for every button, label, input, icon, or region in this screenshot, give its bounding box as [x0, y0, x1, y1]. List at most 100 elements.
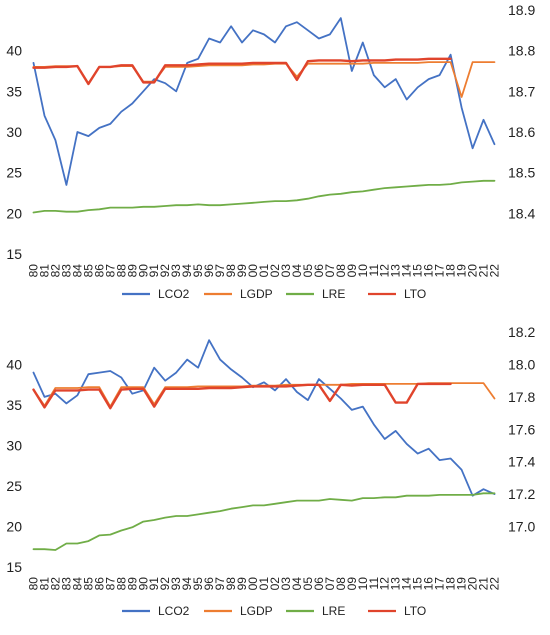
x-axis-tick-label: 82: [48, 264, 62, 278]
right-axis-tick-label: 17.6: [508, 421, 535, 437]
x-axis-tick-label: 02: [268, 577, 282, 591]
x-axis-tick-label: 81: [37, 577, 51, 591]
x-axis-tick-label: 90: [136, 577, 150, 591]
x-axis-tick-label: 97: [213, 264, 227, 278]
left-axis-tick-label: 40: [6, 357, 22, 373]
x-axis-tick-label: 83: [59, 577, 73, 591]
x-axis-tick-label: 85: [81, 264, 95, 278]
x-axis-tick-label: 87: [103, 577, 117, 591]
right-axis-tick-label: 17.0: [508, 519, 535, 535]
x-axis-tick-label: 11: [367, 264, 381, 277]
x-axis-tick-label: 97: [213, 577, 227, 591]
x-axis-tick-label: 14: [400, 577, 414, 591]
x-axis-tick-label: 91: [147, 577, 161, 591]
legend-label-lre: LRE: [322, 604, 345, 618]
x-axis-tick-label: 16: [422, 577, 436, 591]
x-axis-tick-label: 20: [466, 264, 480, 278]
right-axis-tick-label: 18.7: [508, 83, 535, 99]
right-axis-tick-label: 18.6: [508, 124, 535, 140]
x-axis-tick-label: 89: [125, 577, 139, 591]
legend-label-lto: LTO: [404, 287, 426, 301]
x-axis-tick-label: 80: [26, 577, 40, 591]
x-axis-tick-label: 02: [268, 264, 282, 278]
x-axis-tick-label: 11: [367, 577, 381, 590]
x-axis-tick-label: 14: [400, 264, 414, 278]
x-axis-tick-label: 00: [246, 264, 260, 278]
x-axis-tick-label: 19: [455, 577, 469, 591]
left-axis-tick-label: 30: [6, 438, 22, 454]
x-axis-tick-label: 99: [235, 264, 249, 278]
x-axis-tick-label: 10: [356, 577, 370, 591]
left-axis-tick-label: 35: [6, 397, 22, 413]
left-axis-tick-label: 35: [6, 83, 22, 99]
x-axis-tick-label: 20: [466, 577, 480, 591]
x-axis-tick-label: 91: [147, 264, 161, 278]
right-axis-tick-label: 18.0: [508, 357, 535, 373]
series-line-lto: [32, 57, 452, 86]
x-axis-tick-label: 90: [136, 264, 150, 278]
x-axis-tick-label: 05: [301, 264, 315, 278]
x-axis-tick-label: 05: [301, 577, 315, 591]
left-axis-tick-label: 20: [6, 519, 22, 535]
legend: LCO2 LGDP LRE LTO: [122, 287, 426, 301]
right-axis-tick-label: 17.4: [508, 454, 535, 470]
right-axis-tick-label: 18.4: [508, 205, 535, 221]
series-line-lre: [32, 492, 496, 551]
right-axis-tick-label: 18.9: [508, 2, 535, 18]
x-axis-tick-label: 84: [70, 264, 84, 278]
x-axis-tick-label: 07: [323, 577, 337, 591]
x-axis-tick-label: 88: [114, 264, 128, 278]
chart-panel-2: 15 20 25 30 35 40 17.0 17.2 17.4 17.6 17.8 18.0 18.2…: [6, 324, 535, 618]
x-axis-tick-label: 87: [103, 264, 117, 278]
chart-panel-1: 15 20 25 30 35 40 18.4 18.5 18.6 18.7 18.8 18.9 8081…: [6, 2, 535, 301]
x-axis-tick-label: 84: [70, 577, 84, 591]
left-axis-tick-label: 40: [6, 43, 22, 59]
x-axis-tick-label: 03: [279, 264, 293, 278]
x-axis-tick-label: 10: [356, 264, 370, 278]
x-axis-tick-label: 89: [125, 264, 139, 278]
legend-label-lco2: LCO2: [158, 287, 190, 301]
x-axis-tick-label: 82: [48, 577, 62, 591]
x-axis-tick-label: 08: [334, 577, 348, 591]
x-axis-tick-label: 03: [279, 577, 293, 591]
series-line-lco2: [32, 339, 496, 497]
x-axis-tick-label: 04: [290, 264, 304, 278]
left-axis-tick-label: 25: [6, 165, 22, 181]
x-axis-tick-label: 13: [389, 577, 403, 591]
x-axis-tick-label: 01: [257, 264, 271, 278]
x-axis-tick-label: 18: [444, 264, 458, 278]
series-line-lco2: [32, 17, 496, 186]
series-line-lre: [32, 179, 496, 214]
x-axis-tick-label: 17: [433, 264, 447, 278]
legend-label-lre: LRE: [322, 287, 345, 301]
x-axis-tick-label: 99: [235, 577, 249, 591]
x-axis-tick-label: 22: [488, 577, 502, 591]
x-axis-tick-label: 93: [169, 264, 183, 278]
x-axis-tick-label: 80: [26, 264, 40, 278]
x-axis-tick-label: 98: [224, 577, 238, 591]
x-axis-tick-label: 15: [411, 577, 425, 591]
x-axis-tick-label: 98: [224, 264, 238, 278]
left-axis-tick-label: 30: [6, 124, 22, 140]
right-axis-tick-label: 17.2: [508, 486, 535, 502]
x-axis-tick-label: 85: [81, 577, 95, 591]
legend-label-lgdp: LGDP: [240, 287, 273, 301]
x-axis-tick-label: 01: [257, 577, 271, 591]
x-axis-tick-label: 94: [180, 264, 194, 278]
legend-label-lgdp: LGDP: [240, 604, 273, 618]
right-axis-tick-label: 18.8: [508, 43, 535, 59]
x-axis-tick-label: 12: [378, 577, 392, 591]
x-axis-tick-label: 09: [345, 264, 359, 278]
x-axis-tick-label: 21: [477, 577, 491, 591]
x-axis-tick-label: 21: [477, 264, 491, 278]
x-axis-tick-label: 92: [158, 264, 172, 278]
left-axis-tick-label: 15: [6, 559, 22, 575]
left-axis-tick-label: 20: [6, 205, 22, 221]
x-axis-tick-label: 04: [290, 577, 304, 591]
legend-label-lto: LTO: [404, 604, 426, 618]
x-axis-tick-label: 12: [378, 264, 392, 278]
x-axis-tick-label: 81: [37, 264, 51, 278]
x-axis-tick-label: 09: [345, 577, 359, 591]
left-axis-tick-label: 15: [6, 246, 22, 262]
